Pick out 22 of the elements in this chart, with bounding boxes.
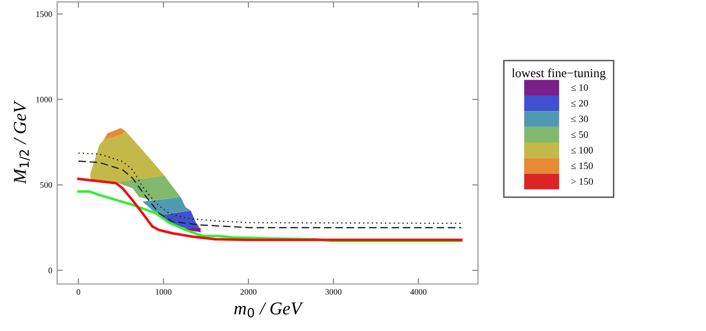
x-tick-label: 1000 [156, 289, 172, 295]
legend-label: ≤ 20 [571, 100, 588, 106]
line-series [77, 178, 463, 242]
x-tick-label: 4000 [410, 289, 426, 295]
x-tick-label: 3000 [326, 289, 342, 295]
y-axis-title: M$_{1/2}$ / GeV [14, 100, 30, 184]
y-tick-label: 1000 [36, 96, 52, 102]
x-axis-title: m$_{0}$ / GeV [234, 302, 304, 318]
legend-label: > 150 [571, 178, 593, 185]
legend-label: ≤ 50 [571, 131, 588, 138]
line-series [78, 160, 462, 228]
y-tick-label: 500 [40, 182, 52, 188]
legend-label: ≤ 100 [571, 146, 593, 154]
x-tick-label: 0 [76, 289, 80, 295]
y-tick-label: 1500 [36, 11, 52, 17]
line-series [78, 152, 462, 224]
legend-label: ≤ 150 [571, 162, 593, 170]
legend-label: ≤ 10 [571, 84, 588, 91]
legend-title: lowest fine−tuning [512, 68, 606, 80]
x-tick-label: 2000 [240, 289, 256, 295]
legend-label: ≤ 30 [571, 116, 588, 122]
y-tick-label: 0 [48, 268, 52, 274]
